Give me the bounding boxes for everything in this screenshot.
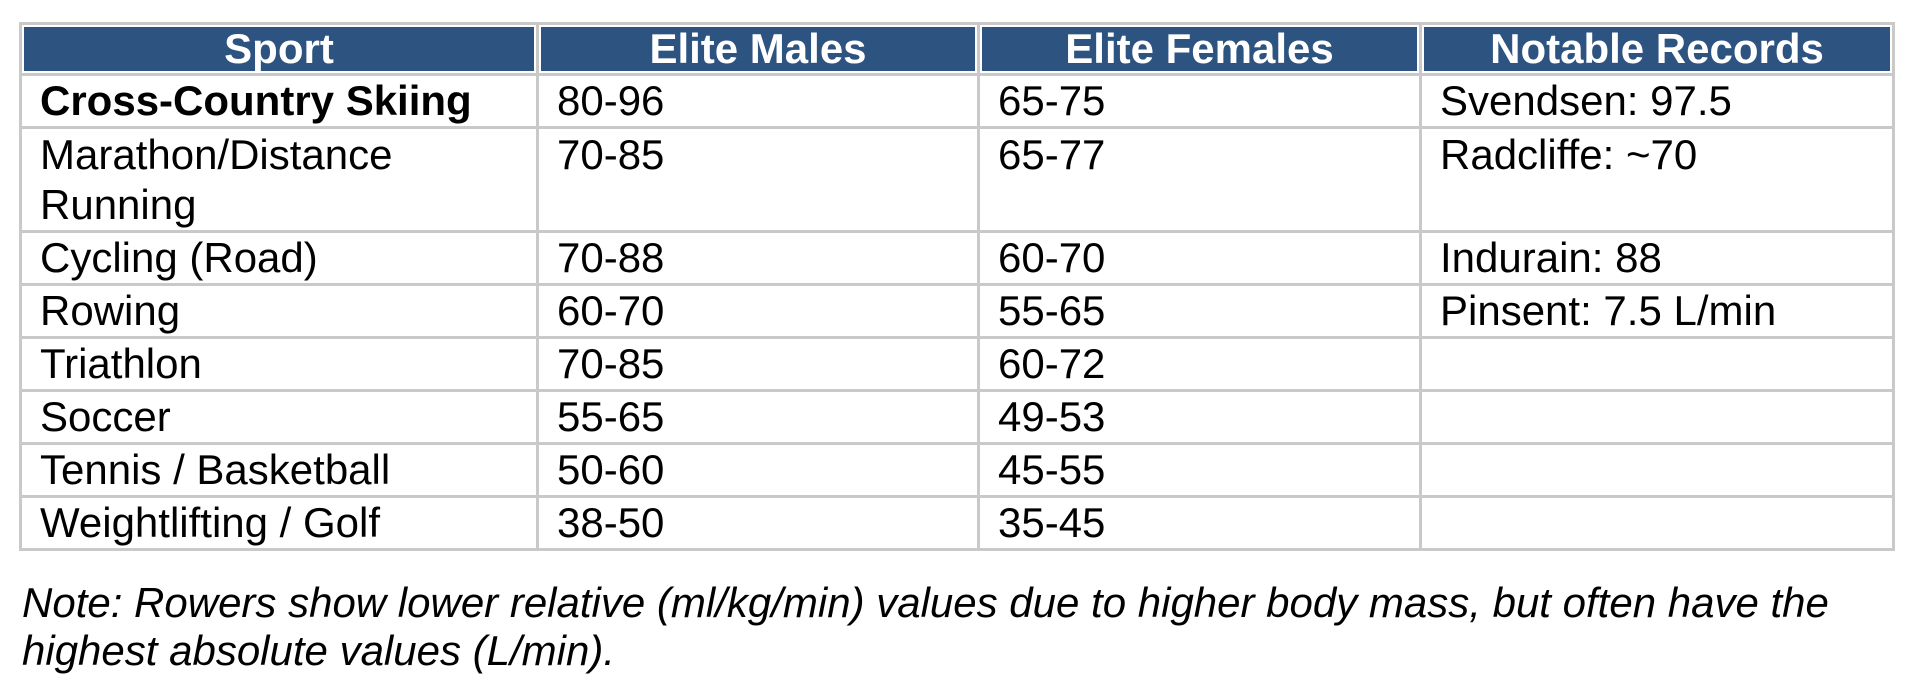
cell-sport: Cross-Country Skiing xyxy=(19,73,539,129)
cell-elite-males: 70-85 xyxy=(536,126,980,233)
cell-notable-record xyxy=(1419,336,1895,392)
cell-sport: Triathlon xyxy=(19,336,539,392)
cell-elite-males: 80-96 xyxy=(536,73,980,129)
table-row: Cycling (Road) 70-88 60-70 Indurain: 88 xyxy=(19,230,1895,286)
cell-sport: Rowing xyxy=(19,283,539,339)
table-row: Marathon/Distance Running 70-85 65-77 Ra… xyxy=(19,126,1895,233)
cell-sport: Cycling (Road) xyxy=(19,230,539,286)
footnote-line-2: highest absolute values (L/min). xyxy=(22,627,615,674)
cell-elite-males: 70-88 xyxy=(536,230,980,286)
vo2max-by-sport-table: Sport Elite Males Elite Females Notable … xyxy=(19,22,1895,551)
cell-notable-record: Pinsent: 7.5 L/min xyxy=(1419,283,1895,339)
table-row: Weightlifting / Golf 38-50 35-45 xyxy=(19,495,1895,551)
cell-notable-record xyxy=(1419,389,1895,445)
cell-elite-males: 60-70 xyxy=(536,283,980,339)
cell-sport: Weightlifting / Golf xyxy=(19,495,539,551)
cell-elite-females: 65-75 xyxy=(977,73,1422,129)
cell-elite-males: 70-85 xyxy=(536,336,980,392)
footnote: Note: Rowers show lower relative (ml/kg/… xyxy=(22,579,1829,675)
cell-elite-females: 55-65 xyxy=(977,283,1422,339)
cell-elite-females: 45-55 xyxy=(977,442,1422,498)
cell-notable-record: Svendsen: 97.5 xyxy=(1419,73,1895,129)
table-row: Rowing 60-70 55-65 Pinsent: 7.5 L/min xyxy=(19,283,1895,339)
cell-notable-record: Indurain: 88 xyxy=(1419,230,1895,286)
cell-elite-females: 60-72 xyxy=(977,336,1422,392)
table-row: Tennis / Basketball 50-60 45-55 xyxy=(19,442,1895,498)
cell-notable-record xyxy=(1419,495,1895,551)
cell-elite-females: 49-53 xyxy=(977,389,1422,445)
cell-sport: Soccer xyxy=(19,389,539,445)
footnote-line-1: Note: Rowers show lower relative (ml/kg/… xyxy=(22,579,1829,626)
column-header-elite-females: Elite Females xyxy=(977,22,1422,76)
cell-sport: Marathon/Distance Running xyxy=(19,126,539,233)
cell-elite-males: 38-50 xyxy=(536,495,980,551)
column-header-sport: Sport xyxy=(19,22,539,76)
table-header-row: Sport Elite Males Elite Females Notable … xyxy=(19,22,1895,76)
cell-elite-males: 50-60 xyxy=(536,442,980,498)
cell-elite-females: 35-45 xyxy=(977,495,1422,551)
cell-elite-males: 55-65 xyxy=(536,389,980,445)
cell-elite-females: 60-70 xyxy=(977,230,1422,286)
cell-notable-record xyxy=(1419,442,1895,498)
table-row: Soccer 55-65 49-53 xyxy=(19,389,1895,445)
column-header-elite-males: Elite Males xyxy=(536,22,980,76)
table-row: Triathlon 70-85 60-72 xyxy=(19,336,1895,392)
cell-notable-record: Radcliffe: ~70 xyxy=(1419,126,1895,233)
table-row: Cross-Country Skiing 80-96 65-75 Svendse… xyxy=(19,73,1895,129)
cell-elite-females: 65-77 xyxy=(977,126,1422,233)
column-header-notable-records: Notable Records xyxy=(1419,22,1895,76)
cell-sport: Tennis / Basketball xyxy=(19,442,539,498)
